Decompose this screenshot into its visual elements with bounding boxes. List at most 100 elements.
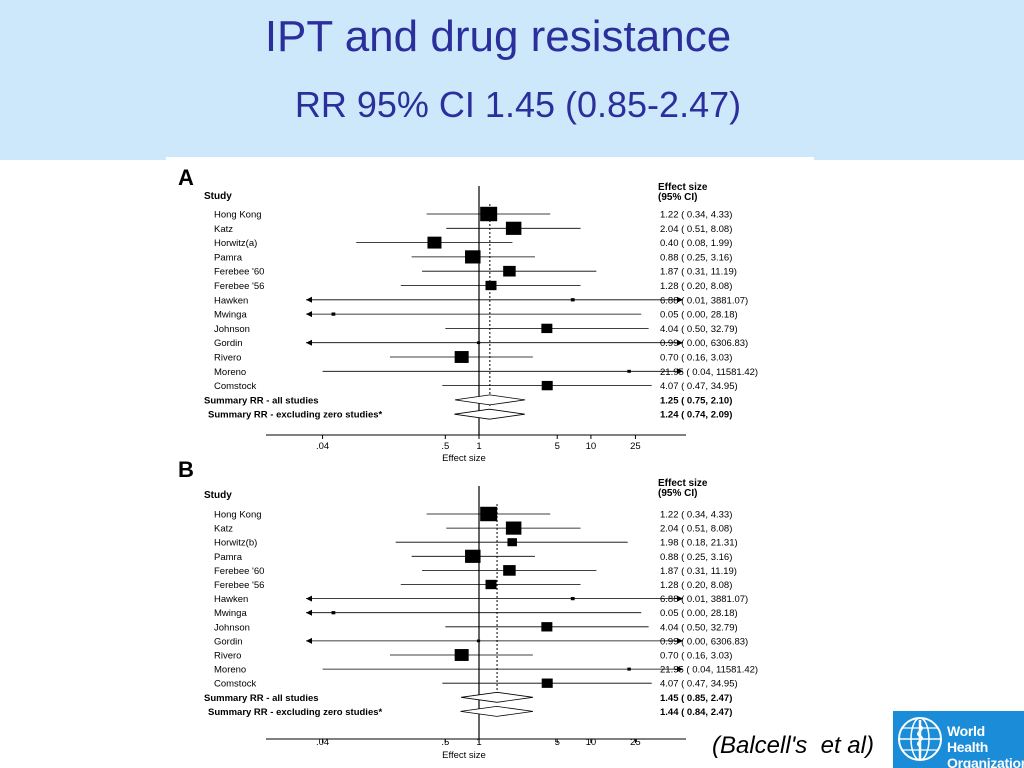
panel-b-x-tick-label: .5 (441, 737, 449, 748)
panel-b-study-label: Mwinga (214, 608, 247, 619)
panel-b-study-label: Comstock (214, 679, 256, 690)
panel-b-study-label: Hong Kong (214, 510, 262, 521)
panel-b-effect-label: 0.70 ( 0.16, 3.03) (660, 651, 732, 662)
panel-b-study-label: Rivero (214, 651, 241, 662)
panel-b-point-estimate (476, 639, 481, 643)
panel-a-study-header: Study (204, 191, 232, 202)
panel-a-point-estimate (454, 351, 469, 363)
panel-b-study-label: Katz (214, 524, 233, 535)
panel-a-x-tick-label: 25 (630, 441, 641, 452)
panel-a-point-estimate (505, 221, 522, 235)
panel-a-letter: A (178, 165, 194, 190)
panel-b-effect-label: 21.95 ( 0.04, 11581.42) (660, 665, 758, 676)
panel-a-study-label: Gordin (214, 338, 243, 349)
panel-a-point-estimate (485, 280, 497, 291)
panel-a-study-label: Johnson (214, 324, 250, 335)
panel-b-effect-label: 1.87 ( 0.31, 11.19) (660, 566, 737, 577)
panel-a-effect-header: Effect size (658, 182, 708, 193)
panel-b-study-label: Ferebee '56 (214, 580, 264, 591)
panel-a-effect-label: 0.88 ( 0.25, 3.16) (660, 252, 732, 263)
panel-b-point-estimate (541, 678, 553, 688)
panel-b-effect-label: 6.88 ( 0.01, 3881.07) (660, 594, 748, 605)
panel-a-study-label: Pamra (214, 252, 243, 263)
panel-a-effect-label: 21.95 ( 0.04, 11581.42) (660, 367, 758, 378)
panel-a-x-tick-label: 1 (476, 441, 481, 452)
panel-a-point-estimate (427, 236, 442, 249)
panel-b-point-estimate (454, 649, 469, 661)
panel-a-point-estimate (627, 369, 631, 373)
panel-b-effect-label: 0.05 ( 0.00, 28.18) (660, 608, 738, 619)
panel-a-effect-label: 4.07 ( 0.47, 34.95) (660, 381, 738, 392)
panel-a-summary-diamond (454, 394, 526, 406)
panel-b-point-estimate (505, 521, 522, 535)
panel-b-effect-label: 4.04 ( 0.50, 32.79) (660, 622, 738, 633)
panel-a-summary-effect-label: 1.24 ( 0.74, 2.09) (660, 410, 732, 421)
panel-b-ci-arrow-left (306, 609, 312, 616)
panel-b-summary-diamond (460, 705, 533, 717)
panel-b-ci-arrow-right (677, 666, 683, 673)
who-logo: World Health Organization (893, 711, 1024, 768)
panel-b-study-label: Gordin (214, 636, 243, 647)
panel-a-ci-arrow-right (677, 296, 683, 303)
panel-a-effect-label: 4.04 ( 0.50, 32.79) (660, 324, 738, 335)
slide-header: IPT and drug resistance RR 95% CI 1.45 (… (0, 0, 1024, 160)
panel-b-ci-arrow-right (677, 637, 683, 644)
panel-b-study-label: Moreno (214, 665, 246, 676)
panel-a-study-label: Katz (214, 224, 233, 235)
panel-a-summary-diamond (454, 408, 525, 420)
panel-b-effect-header: Effect size (658, 478, 708, 489)
panel-b-effect-header-ci: (95% CI) (658, 488, 697, 499)
slide-title: IPT and drug resistance (264, 12, 732, 61)
panel-a-ci-arrow-right (677, 368, 683, 375)
panel-a-effect-header-ci: (95% CI) (658, 192, 697, 203)
panel-a-effect-label: 0.70 ( 0.16, 3.03) (660, 353, 732, 364)
who-logo-text: World Health Organization (947, 723, 1024, 768)
panel-a-point-estimate (476, 341, 481, 345)
panel-b-study-label: Ferebee '60 (214, 566, 264, 577)
panel-a-effect-label: 1.22 ( 0.34, 4.33) (660, 210, 732, 221)
panel-a-effect-label: 0.99 ( 0.00, 6306.83) (660, 338, 748, 349)
panel-a-x-tick-label: 10 (586, 441, 597, 452)
panel-b-summary-label: Summary RR - excluding zero studies* (208, 707, 383, 718)
panel-a-study-label: Hong Kong (214, 210, 262, 221)
panel-a-x-tick-label: .04 (316, 441, 329, 452)
panel-a-effect-label: 0.05 ( 0.00, 28.18) (660, 310, 738, 321)
panel-b-point-estimate (627, 667, 631, 671)
panel-b-point-estimate (541, 622, 553, 632)
panel-b-point-estimate (331, 611, 336, 615)
citation: (Balcell's et al) (712, 732, 874, 759)
panel-a-x-tick-label: .5 (441, 441, 449, 452)
panel-a-study-label: Ferebee '56 (214, 281, 264, 292)
panel-a-study-label: Hawken (214, 295, 248, 306)
panel-b-x-axis-label: Effect size (442, 750, 486, 761)
panel-a-x-tick-label: 5 (555, 441, 560, 452)
panel-b-effect-label: 4.07 ( 0.47, 34.95) (660, 679, 738, 690)
panel-a-study-label: Moreno (214, 367, 246, 378)
panel-b-summary-diamond (461, 691, 534, 703)
panel-b-point-estimate (480, 506, 498, 522)
panel-b-effect-label: 1.28 ( 0.20, 8.08) (660, 580, 732, 591)
panel-b-x-tick-label: 10 (586, 737, 597, 748)
panel-b-point-estimate (507, 538, 517, 547)
panel-b-summary-label: Summary RR - all studies (204, 693, 319, 704)
panel-b-x-tick-label: .04 (316, 737, 329, 748)
panel-b-x-tick-label: 1 (476, 737, 481, 748)
panel-b-summary-effect-label: 1.45 ( 0.85, 2.47) (660, 693, 732, 704)
slide-subtitle: RR 95% CI 1.45 (0.85-2.47) (294, 84, 742, 125)
panel-b-study-header: Study (204, 490, 232, 501)
panel-b-ci-arrow-right (677, 595, 683, 602)
panel-b-study-label: Hawken (214, 594, 248, 605)
panel-b-x-tick-label: 25 (630, 737, 641, 748)
panel-a-ci-arrow-left (306, 339, 312, 346)
panel-a-point-estimate (503, 265, 516, 277)
panel-a-effect-label: 0.40 ( 0.08, 1.99) (660, 238, 732, 249)
panel-a-point-estimate (570, 298, 575, 302)
who-emblem-icon (898, 717, 942, 761)
forest-plot-figure: A Study Effect size (95% CI) Hong Kong 1.22 (… (166, 157, 814, 768)
panel-b-effect-label: 0.99 ( 0.00, 6306.83) (660, 636, 748, 647)
panel-a-point-estimate (331, 312, 336, 316)
panel-b-x-tick-label: 5 (555, 737, 560, 748)
panel-b-effect-label: 0.88 ( 0.25, 3.16) (660, 552, 732, 563)
panel-a-effect-label: 1.87 ( 0.31, 11.19) (660, 267, 737, 278)
